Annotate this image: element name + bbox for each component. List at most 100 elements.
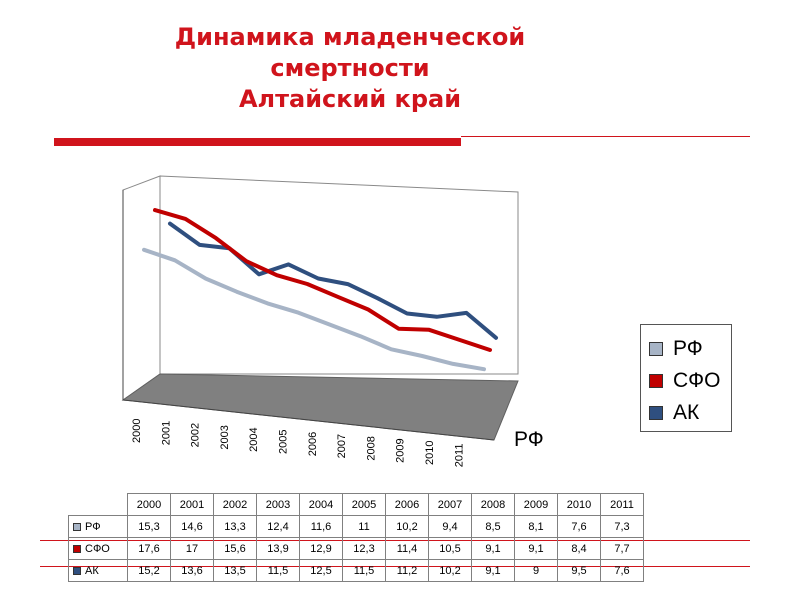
legend-item-rf: РФ: [641, 333, 731, 365]
table-cell: 7,6: [557, 515, 601, 538]
table-cell: 9,1: [471, 537, 515, 560]
table-col-header: 2000: [127, 493, 171, 516]
table-row-swatch: [73, 522, 81, 531]
x-tick-label: 2009: [395, 438, 407, 462]
table-row-header: АК: [68, 559, 128, 582]
title-line-3: Алтайский край: [238, 85, 462, 113]
x-tick-label: 2007: [336, 434, 348, 458]
table-col-header: 2004: [299, 493, 343, 516]
chart-series-lines: [142, 208, 498, 372]
x-tick-label: 2000: [131, 419, 143, 443]
legend-item-sfo: СФО: [641, 365, 731, 397]
title-rule-thick: [54, 138, 461, 146]
table-body: РФ 15,3 14,6 13,3 12,4 11,6 11 10,2 9,4 8,5 8,1 7,6…: [68, 515, 644, 582]
x-tick-label: 2005: [278, 430, 290, 454]
table-cell: 13,5: [213, 559, 257, 582]
chart-back-wall: [159, 175, 519, 375]
chart-floor: [121, 373, 519, 441]
chart-legend: РФ СФО АК: [640, 324, 732, 432]
series-line-sfo: [153, 208, 492, 352]
table-row-swatch: [73, 544, 81, 553]
table-cell: 9: [514, 559, 558, 582]
table-row-swatch: [73, 566, 81, 575]
table-cell: 12,9: [299, 537, 343, 560]
title-line-2: смертности: [270, 54, 430, 82]
table-cell: 7,7: [600, 537, 644, 560]
table-cell: 8,5: [471, 515, 515, 538]
legend-swatch-rf: [649, 342, 663, 356]
table-cell: 15,3: [127, 515, 171, 538]
table-col-header: 2010: [557, 493, 601, 516]
x-tick-label: 2004: [248, 427, 260, 451]
x-tick-label: 2001: [160, 421, 172, 445]
table-cell: 9,5: [557, 559, 601, 582]
legend-swatch-sfo: [649, 374, 663, 388]
table-cell: 12,4: [256, 515, 300, 538]
x-tick-label: 2010: [424, 441, 436, 465]
table-row: РФ 15,3 14,6 13,3 12,4 11,6 11 10,2 9,4 8,5 8,1 7,6…: [68, 515, 644, 538]
table-cell: 12,3: [342, 537, 386, 560]
table-cell: 12,5: [299, 559, 343, 582]
table-cell: 9,4: [428, 515, 472, 538]
slide-title: Динамика младенческой смертности Алтайск…: [150, 22, 550, 115]
table-cell: 13,6: [170, 559, 214, 582]
table-col-header: 2006: [385, 493, 429, 516]
chart-category-axis: [122, 399, 495, 441]
title-rule-thin: [461, 136, 750, 137]
table-cell: 7,3: [600, 515, 644, 538]
table-cell: 9,1: [471, 559, 515, 582]
x-tick-label: 2003: [219, 425, 231, 449]
series-line-ak: [168, 221, 498, 340]
table-cell: 17: [170, 537, 214, 560]
table-row-header: СФО: [68, 537, 128, 560]
table-corner: [68, 493, 128, 516]
table-row: СФО 17,6 17 15,6 13,9 12,9 12,3 11,4 10,5 9,1 9,1 8…: [68, 537, 644, 560]
table-cell: 13,9: [256, 537, 300, 560]
table-col-header: 2001: [170, 493, 214, 516]
table-row-header: РФ: [68, 515, 128, 538]
table-cell: 11,2: [385, 559, 429, 582]
table-cell: 7,6: [600, 559, 644, 582]
chart-data-table: 2000 2001 2002 2003 2004 2005 2006 2007 2008 2009…: [68, 493, 644, 582]
title-line-1: Динамика младенческой: [174, 23, 526, 51]
table-row-label: РФ: [85, 520, 101, 533]
legend-label-rf: РФ: [673, 337, 703, 360]
chart-frame: [121, 175, 519, 441]
table-cell: 10,2: [385, 515, 429, 538]
table-cell: 9,1: [514, 537, 558, 560]
table-cell: 8,4: [557, 537, 601, 560]
table-col-header: 2008: [471, 493, 515, 516]
table-col-header: 2011: [600, 493, 644, 516]
table-cell: 14,6: [170, 515, 214, 538]
table-cell: 13,3: [213, 515, 257, 538]
table-cell: 11: [342, 515, 386, 538]
x-tick-label: 2011: [453, 444, 465, 468]
legend-item-ak: АК: [641, 397, 731, 429]
x-tick-label: 2008: [365, 436, 377, 460]
table-row: АК 15,2 13,6 13,5 11,5 12,5 11,5 11,2 10,2 9,1 9 9,…: [68, 559, 644, 582]
table-row-label: АК: [85, 564, 99, 577]
table-cell: 8,1: [514, 515, 558, 538]
table-cell: 15,2: [127, 559, 171, 582]
table-col-header: 2003: [256, 493, 300, 516]
legend-label-ak: АК: [673, 401, 700, 424]
table-col-header: 2007: [428, 493, 472, 516]
table-cell: 11,4: [385, 537, 429, 560]
x-tick-labels: 2000 2001 2002 2003 2004 2005 2006 2007 2008 2009…: [131, 419, 465, 468]
legend-swatch-ak: [649, 406, 663, 420]
legend-label-sfo: СФО: [673, 369, 721, 392]
table-col-header: 2002: [213, 493, 257, 516]
table-cell: 11,6: [299, 515, 343, 538]
table-cell: 17,6: [127, 537, 171, 560]
x-tick-label: 2006: [307, 432, 319, 456]
table-col-header: 2005: [342, 493, 386, 516]
depth-axis-label: РФ: [514, 428, 544, 451]
table-cell: 11,5: [256, 559, 300, 582]
table-row-label: СФО: [85, 542, 110, 555]
table-col-header: 2009: [514, 493, 558, 516]
table-cell: 15,6: [213, 537, 257, 560]
table-cell: 10,2: [428, 559, 472, 582]
x-tick-label: 2002: [190, 423, 202, 447]
table-cell: 11,5: [342, 559, 386, 582]
